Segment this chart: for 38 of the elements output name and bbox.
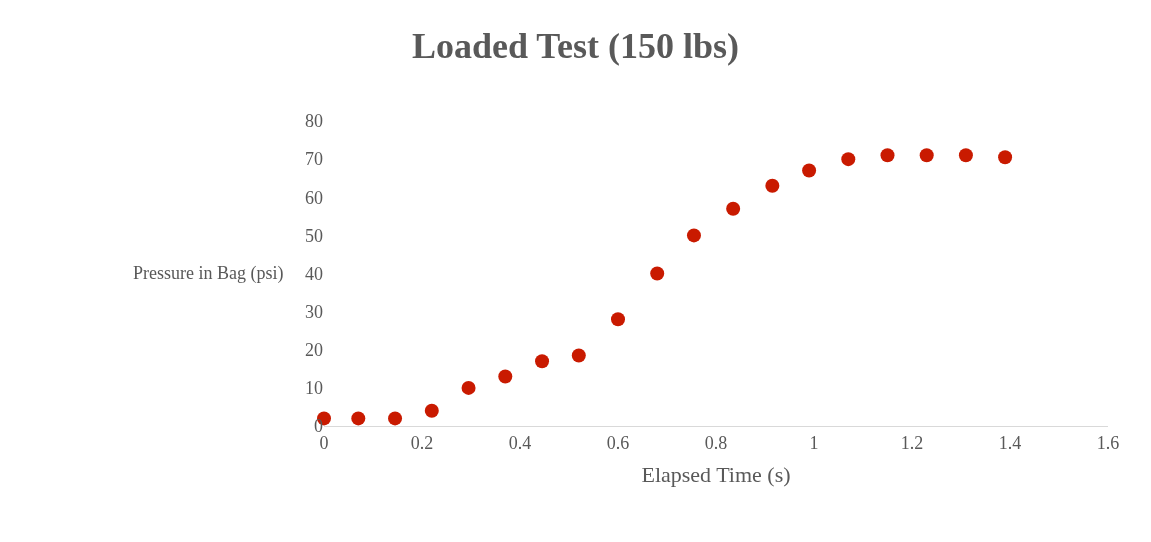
y-tick-label: 50	[305, 225, 323, 246]
point	[880, 148, 895, 163]
y-tick-label: 10	[305, 378, 323, 399]
x-tick-label: 1.4	[998, 432, 1022, 453]
point	[535, 354, 550, 369]
point	[726, 201, 741, 216]
point	[650, 266, 665, 281]
y-tick-label: 20	[305, 340, 323, 361]
y-tick-label: 60	[305, 187, 323, 208]
point	[611, 312, 625, 327]
point	[802, 163, 817, 178]
x-tick-label: 0.4	[508, 432, 532, 453]
y-axis-title: Pressure in Bag (psi)	[133, 263, 284, 284]
y-tick-label: 0	[314, 416, 323, 437]
point	[351, 411, 366, 426]
x-tick-label: 1.2	[900, 432, 924, 453]
point	[424, 403, 439, 418]
y-tick-label: 70	[305, 149, 323, 170]
x-axis-title: Elapsed Time (s)	[641, 462, 791, 488]
point	[571, 348, 586, 363]
x-tick-label: 0.2	[410, 432, 434, 453]
y-tick-label: 30	[305, 301, 323, 322]
x-tick-label: 1	[809, 432, 819, 453]
point	[958, 148, 973, 163]
point	[461, 380, 476, 395]
point	[919, 148, 934, 163]
y-tick-label: 80	[305, 111, 323, 132]
point	[686, 228, 701, 243]
point	[765, 178, 780, 193]
point	[841, 152, 856, 167]
point	[498, 369, 513, 384]
x-tick-label: 1.6	[1096, 432, 1120, 453]
x-tick-label: 0.8	[704, 432, 728, 453]
x-tick-label: 0.6	[606, 432, 630, 453]
point	[998, 150, 1013, 165]
point	[388, 411, 403, 426]
chart-title: Loaded Test (150 lbs)	[411, 25, 740, 66]
y-tick-label: 40	[305, 263, 323, 284]
